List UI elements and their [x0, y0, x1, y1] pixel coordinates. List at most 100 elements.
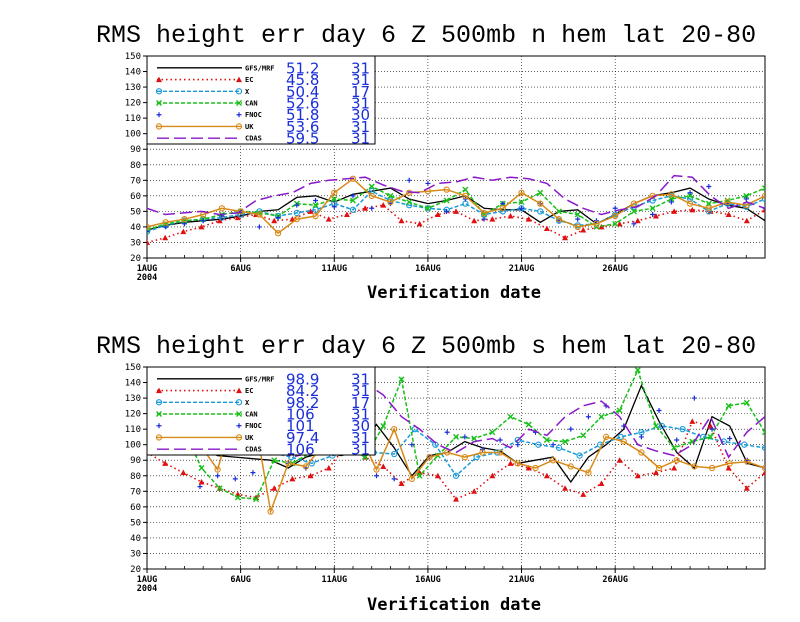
data-point-fnoc — [425, 180, 431, 186]
data-point-uk — [691, 463, 698, 470]
data-point-can — [406, 199, 413, 206]
y-tick-label: 130 — [125, 83, 141, 93]
legend-marker-fnoc — [156, 423, 162, 429]
data-point-fnoc — [215, 473, 221, 479]
data-point-ec — [307, 208, 314, 214]
legend-entry-name: X — [245, 88, 250, 96]
data-point-ec — [634, 472, 641, 479]
y-tick-label: 50 — [130, 518, 141, 528]
data-point-uk — [602, 433, 610, 441]
data-point-uk — [408, 475, 416, 483]
data-point-x — [617, 433, 624, 441]
data-point-uk — [444, 449, 451, 456]
data-point-uk — [549, 457, 557, 464]
data-point-can — [580, 432, 587, 439]
legend-entry-count: 31 — [351, 429, 370, 447]
y-tick-label: 20 — [130, 254, 141, 264]
data-point-can — [489, 429, 496, 436]
data-point-ec — [234, 214, 241, 221]
y-tick-label: 140 — [125, 68, 141, 78]
data-point-ec — [307, 472, 314, 479]
legend-entry-count: 31 — [351, 370, 370, 388]
data-point-can — [574, 211, 581, 218]
data-point-fnoc — [369, 205, 375, 211]
data-point-uk — [612, 212, 619, 220]
chart-title: RMS height err day 6 Z 500mb n hem lat 2… — [96, 21, 756, 50]
data-point-ec — [380, 202, 387, 208]
data-point-uk — [331, 189, 338, 196]
data-point-can — [634, 367, 641, 374]
legend-entry-count: 31 — [351, 59, 370, 77]
legend-marker-uk — [235, 434, 243, 441]
data-point-ec — [216, 217, 223, 224]
x-tick-label: 1AUG — [137, 264, 157, 274]
data-point-can — [562, 438, 569, 445]
data-point-uk — [567, 463, 574, 470]
data-point-uk — [267, 508, 274, 515]
data-point-uk — [668, 191, 675, 198]
data-point-uk — [514, 460, 521, 467]
x-tick-year: 2004 — [137, 584, 157, 594]
data-point-fnoc — [550, 442, 556, 448]
data-point-can — [471, 435, 478, 442]
data-point-fnoc — [612, 205, 618, 211]
data-point-fnoc — [727, 435, 733, 441]
data-point-fnoc — [462, 434, 468, 440]
legend-entry-mean: 50.4 — [286, 83, 319, 101]
y-tick-label: 80 — [130, 472, 141, 482]
data-point-uk — [532, 464, 539, 472]
data-point-fnoc — [585, 414, 591, 420]
data-point-fnoc — [294, 202, 300, 208]
data-point-uk — [761, 464, 765, 472]
legend-entry-mean: 98.2 — [286, 394, 319, 412]
data-point-ec — [343, 211, 350, 217]
data-point-ec — [325, 216, 332, 222]
data-point-can — [668, 195, 675, 202]
y-tick-label: 100 — [125, 130, 141, 140]
legend-entry-count: 30 — [351, 106, 370, 124]
data-point-uk — [574, 223, 581, 231]
series-line-x — [147, 415, 765, 477]
data-point-x — [741, 441, 748, 448]
data-point-ec — [634, 217, 641, 224]
data-point-ec — [380, 463, 387, 469]
x-tick-label: 16AUG — [415, 264, 441, 274]
series-line-ec — [147, 420, 765, 501]
data-point-uk — [147, 223, 151, 231]
data-point-uk — [391, 426, 398, 433]
legend-entry-mean: 106 — [286, 406, 315, 424]
data-point-x — [761, 195, 765, 203]
legend-marker-fnoc — [236, 112, 242, 118]
legend-marker-x — [155, 399, 163, 406]
legend-entry-name: GFS/MRF — [245, 375, 275, 383]
data-point-x — [658, 422, 666, 430]
data-point-x — [555, 444, 563, 451]
legend-box — [146, 55, 376, 145]
data-point-ec — [580, 491, 587, 497]
data-point-fnoc — [691, 395, 697, 401]
data-point-x — [535, 441, 542, 448]
data-point-uk — [499, 205, 506, 212]
data-point-can — [687, 192, 694, 199]
data-point-ec — [289, 475, 296, 482]
legend-marker-ec — [236, 76, 242, 83]
data-point-uk — [620, 438, 627, 445]
data-point-ec — [671, 465, 678, 471]
legend-marker-x — [235, 399, 243, 406]
y-tick-label: 70 — [130, 176, 141, 186]
data-point-ec — [652, 213, 659, 219]
data-point-can — [462, 186, 469, 193]
y-tick-label: 150 — [125, 363, 141, 373]
data-point-fnoc — [313, 198, 319, 204]
data-point-ec — [543, 225, 550, 231]
legend-entry-count: 31 — [351, 406, 370, 424]
data-point-uk — [285, 460, 292, 467]
data-point-ec — [543, 472, 550, 479]
x-tick-label: 6AUG — [230, 264, 250, 274]
legend-entry-name: CAN — [245, 411, 258, 419]
data-point-can — [537, 189, 544, 196]
legend-entry-name: FNOC — [245, 111, 262, 119]
data-point-uk — [708, 464, 716, 472]
data-point-fnoc — [406, 177, 412, 183]
